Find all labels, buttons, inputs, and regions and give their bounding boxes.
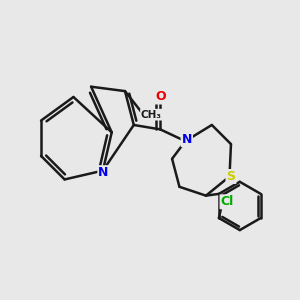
Text: O: O [155, 91, 166, 103]
Text: S: S [226, 170, 236, 183]
Text: N: N [98, 166, 109, 179]
Text: N: N [182, 133, 192, 146]
Text: Cl: Cl [220, 195, 234, 208]
Text: CH₃: CH₃ [141, 110, 162, 120]
